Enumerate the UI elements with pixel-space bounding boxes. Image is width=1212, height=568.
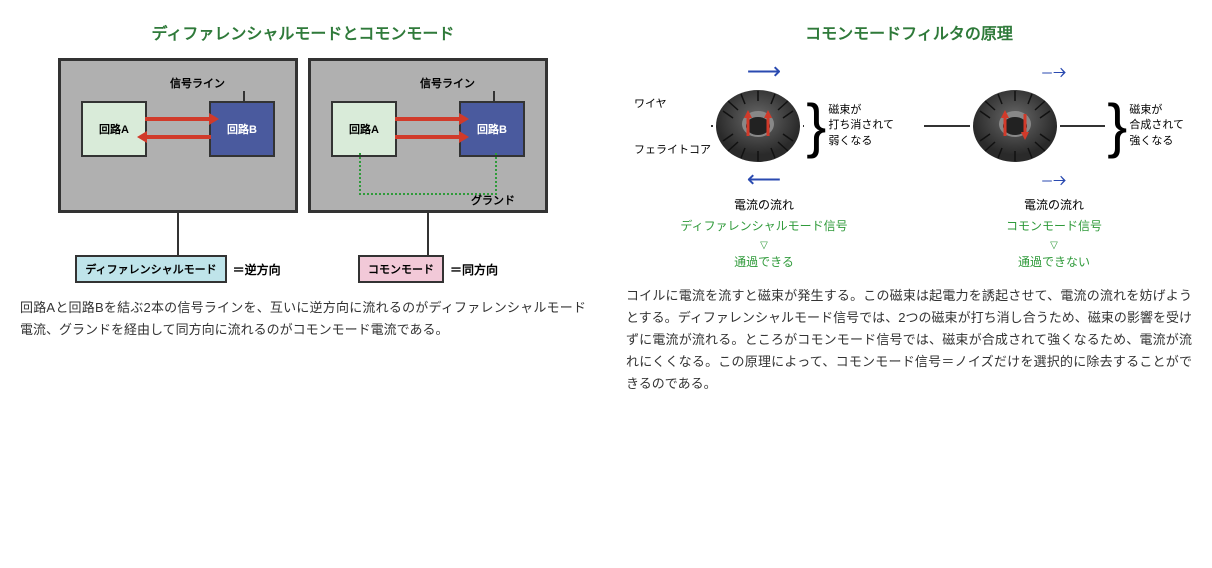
right-caption: コイルに電流を流すと磁束が発生する。この磁束は起電力を誘起させて、電流の流れを妨… xyxy=(626,285,1192,395)
common-arrow-1 xyxy=(395,117,461,121)
common-panel: 信号ライン 回路A 回路B グランド xyxy=(308,58,548,213)
common-top-arrow-icon: ⤍ xyxy=(1042,60,1067,84)
flux-add-label: 磁束が 合成されて 強くなる xyxy=(1129,103,1184,149)
common-coil-wrap: ⤍ xyxy=(924,58,1184,271)
common-stem xyxy=(427,213,429,255)
right-column: コモンモードフィルタの原理 ⟶ ワイヤ フェライトコア xyxy=(626,20,1192,395)
diff-result-a: ディファレンシャルモード信号 xyxy=(680,219,847,233)
common-badge: コモンモード xyxy=(358,255,444,283)
wire-label: ワイヤ xyxy=(634,95,711,111)
diff-arrow-left xyxy=(145,135,211,139)
bracket-icon: } xyxy=(806,96,826,156)
signal-line-label-2: 信号ライン xyxy=(420,75,475,91)
two-column-layout: ディファレンシャルモードとコモンモード 信号ライン 回路A 回路B ディファレン… xyxy=(20,20,1192,395)
common-panel-wrap: 信号ライン 回路A 回路B グランド コモンモード ＝同方向 xyxy=(308,58,548,283)
common-coil-row: } 磁束が 合成されて 強くなる xyxy=(924,86,1184,166)
diff-bot-arrow-icon: ⟵ xyxy=(747,168,781,192)
common-direction: ＝同方向 xyxy=(450,261,498,278)
circuit-a-label: 回路A xyxy=(99,121,129,137)
diff-badge: ディファレンシャルモード xyxy=(75,255,226,283)
wire-left-2 xyxy=(924,125,970,127)
diff-top-arrow-icon: ⟶ xyxy=(747,60,781,84)
common-arrow-2 xyxy=(395,135,461,139)
flow-label-common: 電流の流れ xyxy=(1024,196,1084,213)
diff-result: ディファレンシャルモード信号 ▽ 通過できる xyxy=(680,217,847,271)
common-bot-arrow-icon: ⤍ xyxy=(1042,168,1067,192)
diff-side-labels: ワイヤ フェライトコア xyxy=(634,95,711,157)
diff-direction: ＝逆方向 xyxy=(233,261,281,278)
circuit-b-box: 回路B xyxy=(209,101,275,157)
differential-panel-wrap: 信号ライン 回路A 回路B ディファレンシャルモード ＝逆方向 xyxy=(58,58,298,283)
toroid-diff-icon xyxy=(713,86,803,166)
left-caption: 回路Aと回路Bを結ぶ2本の信号ラインを、互いに逆方向に流れるのがディファレンシャ… xyxy=(20,297,586,341)
diff-arrow-right xyxy=(145,117,211,121)
left-heading: ディファレンシャルモードとコモンモード xyxy=(20,20,586,44)
wire-right xyxy=(803,125,805,127)
toroid-common-icon xyxy=(970,86,1060,166)
circuit-a-box: 回路A xyxy=(81,101,147,157)
core-label: フェライトコア xyxy=(634,141,711,157)
ground-path xyxy=(359,153,497,195)
circuit-b-box-2: 回路B xyxy=(459,101,525,157)
diff-coil-wrap: ⟶ ワイヤ フェライトコア xyxy=(634,58,894,271)
left-column: ディファレンシャルモードとコモンモード 信号ライン 回路A 回路B ディファレン… xyxy=(20,20,586,395)
diff-badge-row: ディファレンシャルモード ＝逆方向 xyxy=(75,255,280,283)
circuit-a-box-2: 回路A xyxy=(331,101,397,157)
down-triangle-icon-2: ▽ xyxy=(1050,240,1058,251)
flow-label-diff: 電流の流れ xyxy=(734,196,794,213)
ground-label: グランド xyxy=(471,192,515,208)
signal-line-label: 信号ライン xyxy=(170,75,225,91)
common-result-a: コモンモード信号 xyxy=(1006,219,1102,233)
right-diagram: ⟶ ワイヤ フェライトコア xyxy=(626,58,1192,271)
circuit-b-label: 回路B xyxy=(227,121,257,137)
bracket-icon-2: } xyxy=(1107,96,1127,156)
diff-badge-text: ディファレンシャルモード xyxy=(85,264,216,276)
common-result-b: 通過できない xyxy=(1018,255,1090,269)
circuit-a-label-2: 回路A xyxy=(349,121,379,137)
diff-stem xyxy=(177,213,179,255)
common-result: コモンモード信号 ▽ 通過できない xyxy=(1006,217,1102,271)
common-badge-row: コモンモード ＝同方向 xyxy=(358,255,498,283)
right-heading: コモンモードフィルタの原理 xyxy=(626,20,1192,44)
wire-right-2 xyxy=(1060,125,1106,127)
down-triangle-icon: ▽ xyxy=(760,240,768,251)
differential-panel: 信号ライン 回路A 回路B xyxy=(58,58,298,213)
diff-result-b: 通過できる xyxy=(734,255,794,269)
circuit-b-label-2: 回路B xyxy=(477,121,507,137)
common-badge-text: コモンモード xyxy=(368,264,434,276)
left-diagram: 信号ライン 回路A 回路B ディファレンシャルモード ＝逆方向 信号ライン xyxy=(20,58,586,283)
flux-cancel-label: 磁束が 打ち消されて 弱くなる xyxy=(828,103,894,149)
diff-coil-row: ワイヤ フェライトコア xyxy=(634,86,894,166)
